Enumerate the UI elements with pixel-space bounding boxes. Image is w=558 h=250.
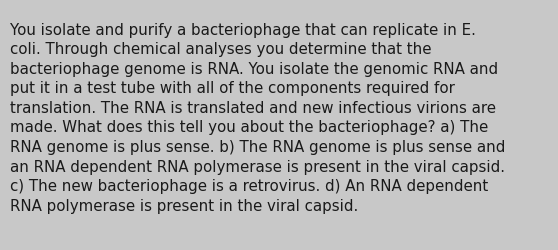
Text: You isolate and purify a bacteriophage that can replicate in E.
coli. Through ch: You isolate and purify a bacteriophage t… xyxy=(10,22,506,213)
